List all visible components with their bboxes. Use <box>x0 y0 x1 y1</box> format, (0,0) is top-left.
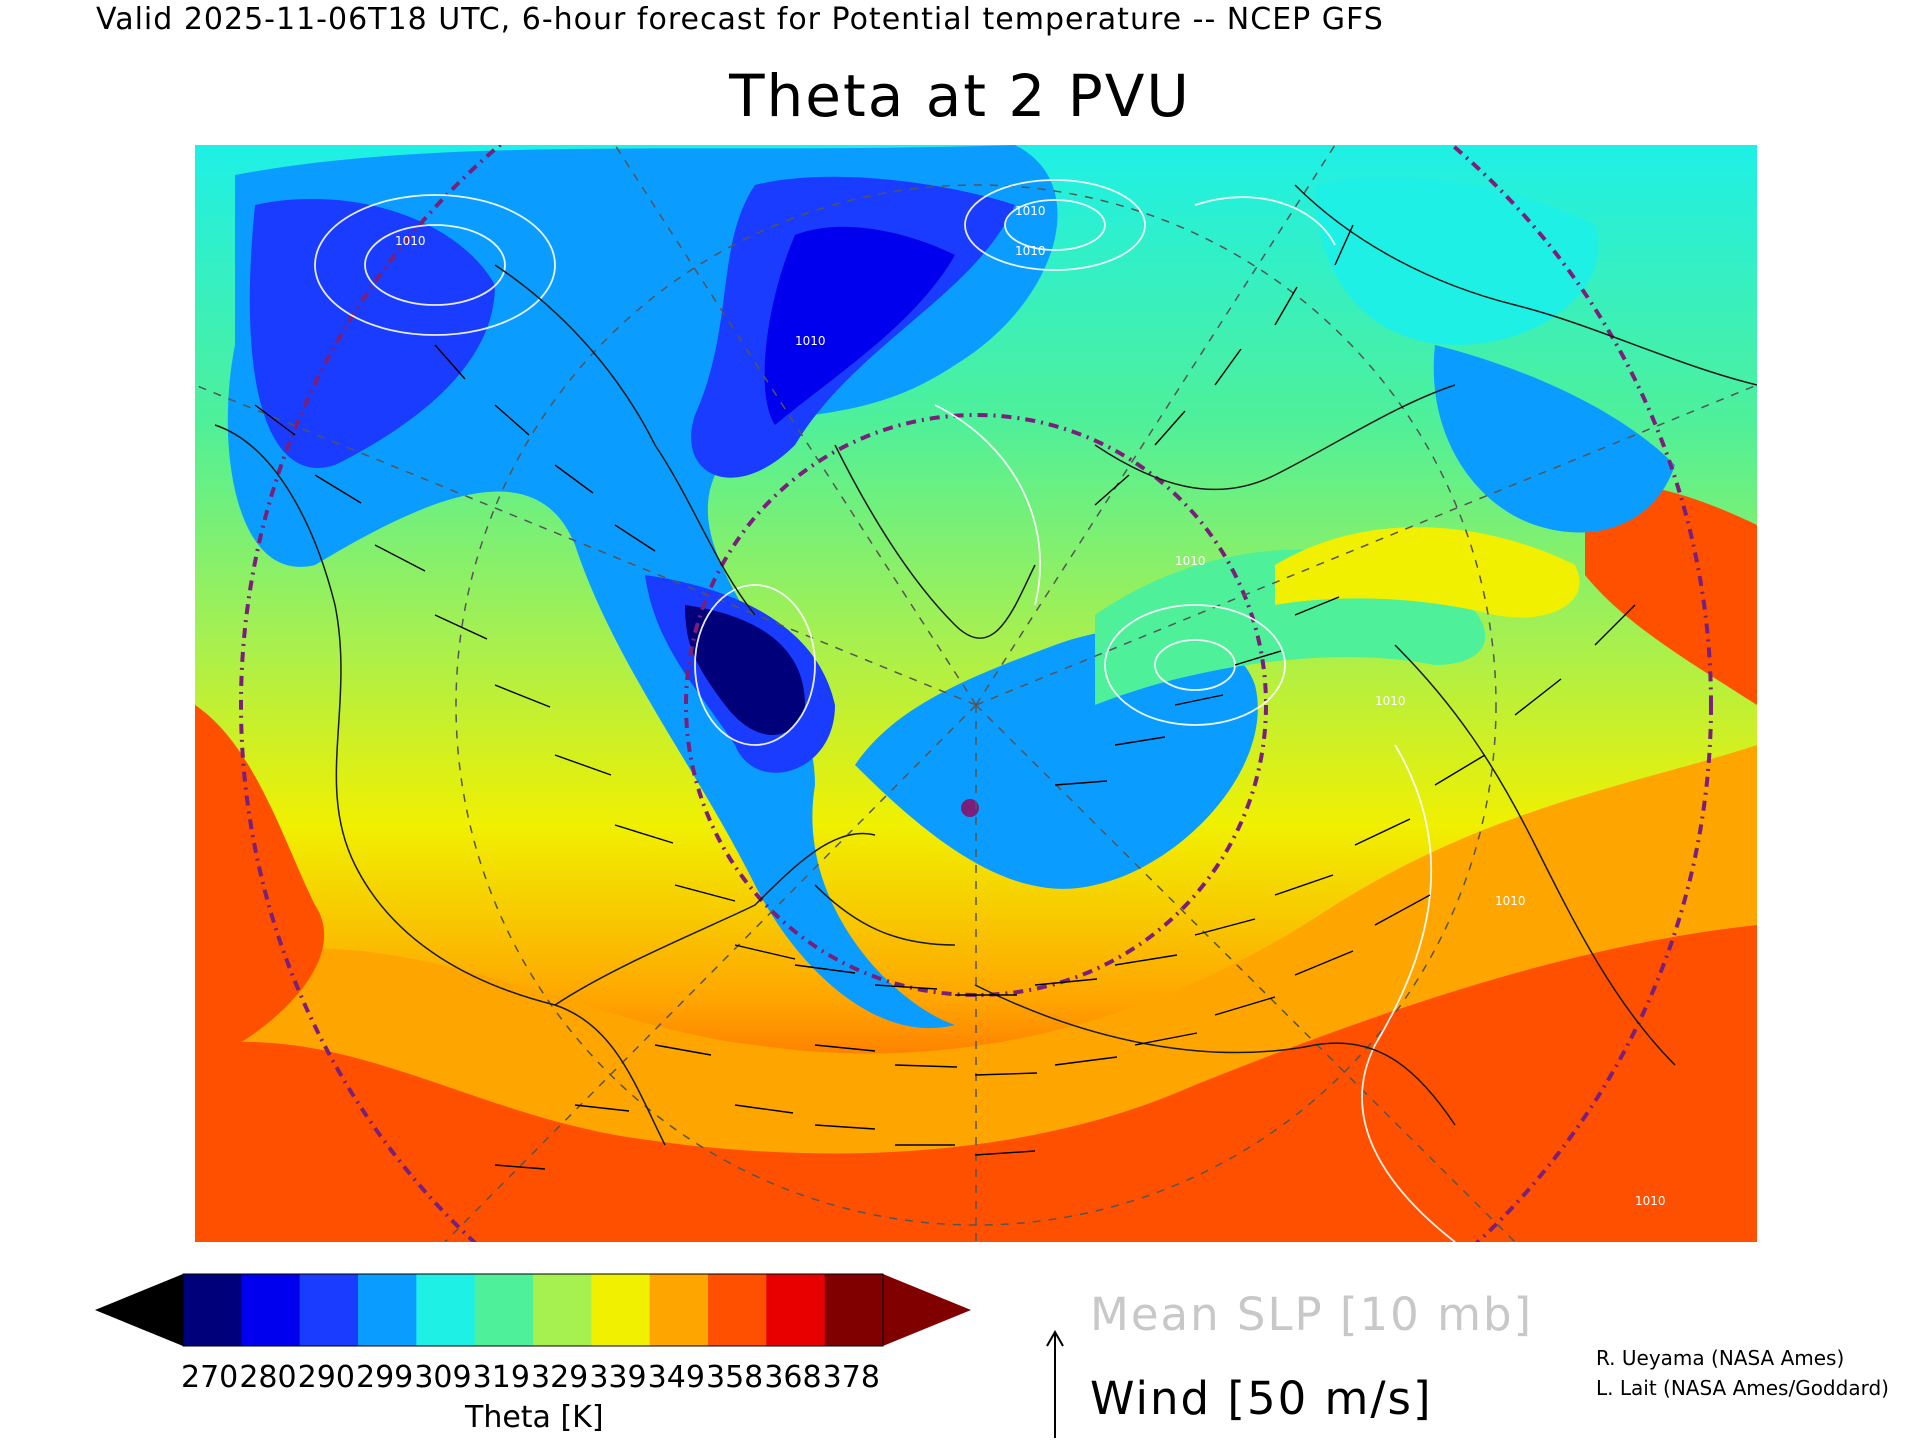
colorbar-cell <box>299 1274 359 1346</box>
wind-vectors <box>254 224 1636 1170</box>
contour-label: 1010 <box>1175 554 1206 568</box>
contour-label: 1010 <box>395 234 426 248</box>
colorbar-tick-label: 290 <box>297 1360 355 1395</box>
colorbar-tick-label: 270 <box>181 1360 239 1395</box>
contour-label: 1010 <box>1635 1194 1666 1208</box>
colorbar-cell <box>416 1274 476 1346</box>
pole-marker <box>961 799 979 817</box>
plot-title: Theta at 2 PVU <box>729 62 1191 130</box>
coastlines <box>214 184 1757 1146</box>
colorbar-tick-label: 309 <box>414 1360 472 1395</box>
colorbar-cell <box>474 1274 534 1346</box>
colorbar-cell <box>766 1274 826 1346</box>
colorbar-label: Theta [K] <box>465 1400 604 1435</box>
jet-band-europe <box>1275 527 1580 618</box>
colorbar-cell <box>241 1274 301 1346</box>
colorbar-tick-label: 349 <box>647 1360 705 1395</box>
colorbar-cell <box>708 1274 767 1346</box>
latitude-circle-inner <box>684 413 1268 997</box>
colorbar-tick-label: 378 <box>822 1360 880 1395</box>
contour-label: 1010 <box>1015 244 1046 258</box>
cold-core-vortex-deep <box>685 605 805 735</box>
colorbar-tick-label: 280 <box>239 1360 297 1395</box>
cold-region-east <box>1433 345 1675 533</box>
colorbar-tick-label: 368 <box>764 1360 822 1395</box>
colorbar-cell <box>358 1274 417 1346</box>
cold-region-atlantic <box>855 628 1258 889</box>
credit-line-2: L. Lait (NASA Ames/Goddard) <box>1596 1376 1889 1400</box>
colorbar-tick-label: 339 <box>589 1360 647 1395</box>
latitude-circle-outer <box>239 145 1713 1242</box>
colorbar-cell <box>591 1274 651 1346</box>
slp-legend: Mean SLP [10 mb] <box>1090 1288 1534 1341</box>
colorbar-cell <box>183 1274 242 1346</box>
cold-core-deep <box>764 226 955 425</box>
colorbar-under-triangle <box>95 1274 183 1346</box>
colorbar-over-triangle <box>883 1274 971 1346</box>
credit-line-1: R. Ueyama (NASA Ames) <box>1596 1346 1845 1370</box>
colorbar <box>95 1273 971 1347</box>
wind-scale-arrow-icon <box>1046 1329 1064 1438</box>
colorbar-cell <box>533 1274 592 1346</box>
colorbar-tick-label: 319 <box>472 1360 530 1395</box>
colorbar-cell <box>649 1274 709 1346</box>
colorbar-tick-label: 299 <box>356 1360 414 1395</box>
wind-legend: Wind [50 m/s] <box>1090 1372 1433 1425</box>
colorbar-tick-label: 358 <box>706 1360 764 1395</box>
header-text: Valid 2025-11-06T18 UTC, 6-hour forecast… <box>96 2 1384 37</box>
hot-region-south <box>195 925 1757 1242</box>
contour-label: 1010 <box>1495 894 1526 908</box>
colorbar-cell <box>824 1274 884 1346</box>
theta-map: 1010 1010 1010 1010 1010 1010 1010 1010 <box>195 145 1757 1242</box>
slp-contours <box>314 179 1456 1242</box>
colorbar-tick-label: 329 <box>531 1360 589 1395</box>
contour-label: 1010 <box>795 334 826 348</box>
cold-region-nw <box>249 198 495 468</box>
contour-label: 1010 <box>1015 204 1046 218</box>
contour-label: 1010 <box>1375 694 1406 708</box>
hot-region-east <box>1585 483 1757 705</box>
